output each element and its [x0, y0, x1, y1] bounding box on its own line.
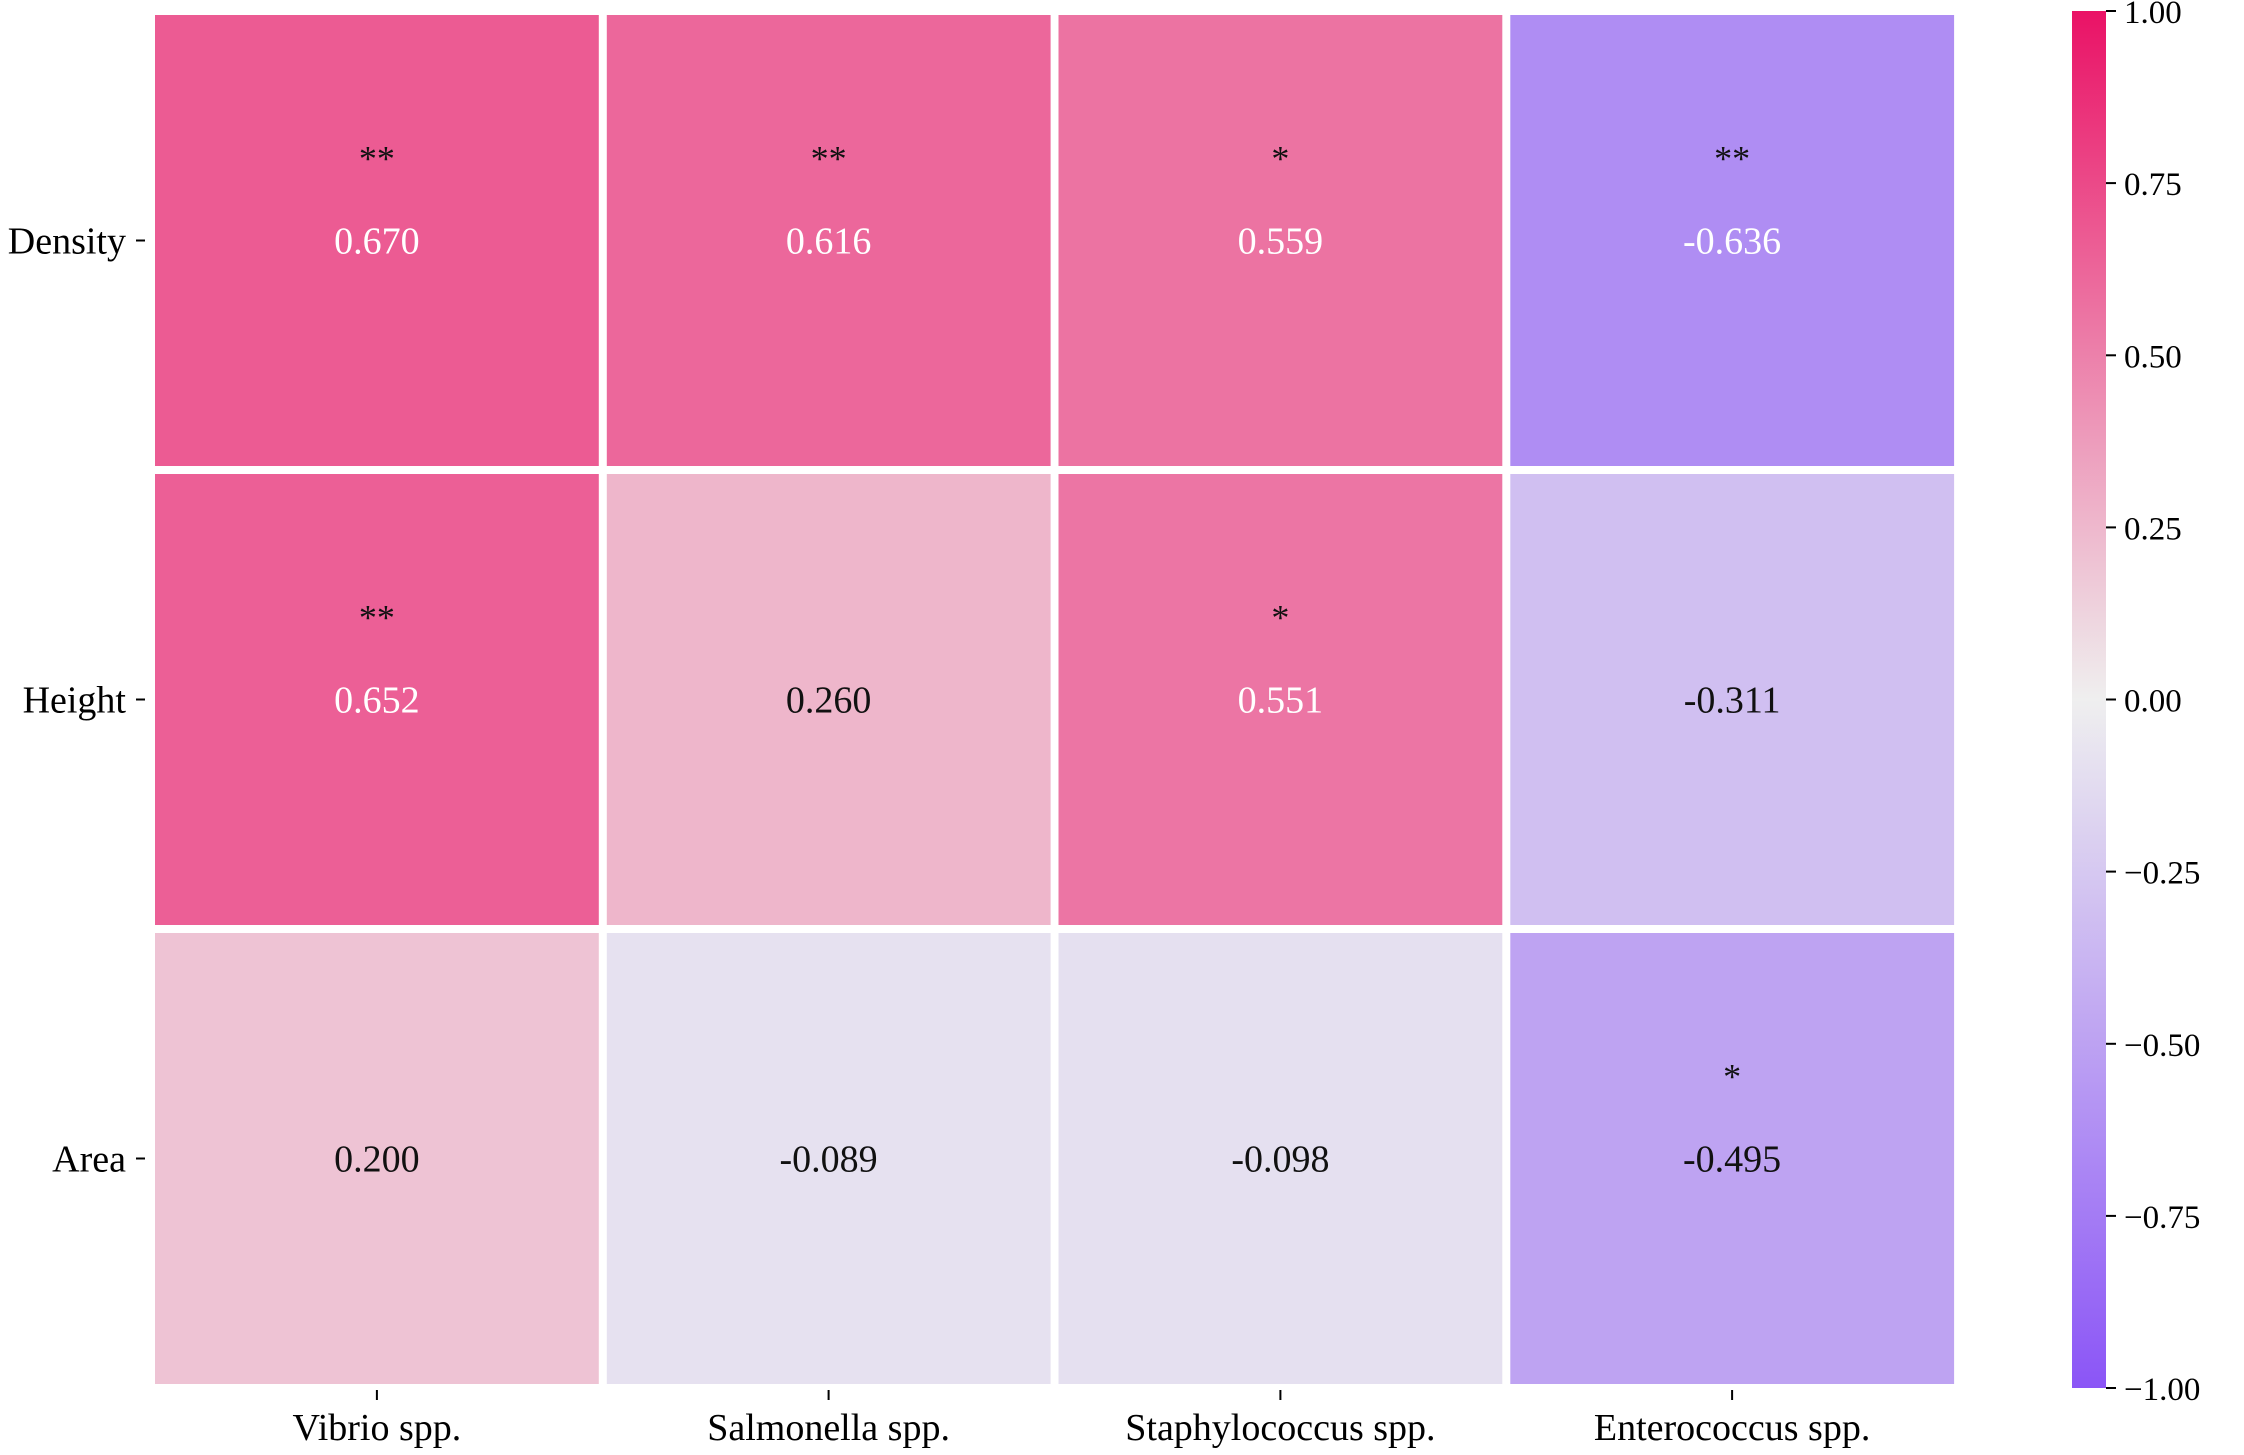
significance-marker: *: [1271, 139, 1289, 179]
cell-value-label: 0.652: [334, 680, 420, 722]
heatmap-cell: [155, 933, 599, 1384]
heatmap-cell: [155, 474, 599, 925]
row-label: Density: [8, 221, 126, 263]
heatmap-cell-group: 0.652 **: [155, 474, 599, 925]
significance-marker: *: [1723, 1057, 1741, 1097]
heatmap-cell-group: 0.260: [606, 474, 1051, 925]
heatmap-cell: [155, 15, 599, 466]
colorbar-gradient: [2072, 11, 2106, 1388]
column-label: Vibrio spp.: [293, 1407, 462, 1449]
row-label: Height: [23, 680, 127, 722]
column-label: Salmonella spp.: [707, 1407, 950, 1449]
heatmap-cell: [606, 933, 1051, 1384]
cell-value-label: -0.636: [1683, 221, 1781, 263]
heatmap-cell: [1510, 474, 1955, 925]
significance-marker: **: [359, 139, 395, 179]
heatmap-cell: [1058, 474, 1503, 925]
heatmap-cell: [606, 474, 1051, 925]
heatmap-cell-group: 0.559 *: [1058, 15, 1503, 466]
cell-value-label: 0.260: [786, 680, 872, 722]
colorbar: 1.00 0.75 0.50 0.25 0.00 −0.25 −0.50 −0.75 −1.00: [2072, 0, 2200, 1408]
cell-value-label: -0.495: [1683, 1139, 1781, 1181]
cell-value-label: 0.200: [334, 1139, 420, 1181]
colorbar-tick-label: 1.00: [2124, 0, 2182, 31]
heatmap-cell: [1510, 15, 1955, 466]
colorbar-tick-label: −0.25: [2124, 856, 2200, 892]
heatmap-cells: 0.670**0.616**0.559*-0.636**0.652**0.260…: [155, 15, 1955, 1384]
significance-marker: **: [359, 598, 395, 638]
heatmap-cell-group: -0.495 *: [1510, 933, 1955, 1384]
colorbar-tick-label: 0.75: [2124, 167, 2182, 203]
column-labels: Vibrio spp. Salmonella spp. Staphylococcus…: [293, 1390, 1870, 1449]
significance-marker: *: [1271, 598, 1289, 638]
significance-marker: **: [811, 139, 847, 179]
colorbar-tick-label: −0.50: [2124, 1028, 2200, 1064]
heatmap-cell-group: -0.636 **: [1510, 15, 1955, 466]
heatmap-cell: [1058, 933, 1503, 1384]
cell-value-label: -0.311: [1684, 680, 1781, 722]
cell-value-label: -0.098: [1231, 1139, 1329, 1181]
colorbar-tick-label: 0.50: [2124, 339, 2182, 375]
heatmap-cell-group: 0.616 **: [606, 15, 1051, 466]
column-label: Enterococcus spp.: [1594, 1407, 1870, 1449]
column-label: Staphylococcus spp.: [1125, 1407, 1435, 1449]
heatmap-cell-group: 0.200: [155, 933, 599, 1384]
cell-value-label: -0.089: [780, 1139, 878, 1181]
row-label: Area: [52, 1139, 126, 1181]
colorbar-tick-label: 0.25: [2124, 511, 2182, 547]
significance-marker: **: [1714, 139, 1750, 179]
heatmap-cell-group: -0.089: [606, 933, 1051, 1384]
heatmap-cell: [1058, 15, 1503, 466]
heatmap-cell-group: -0.098: [1058, 933, 1503, 1384]
colorbar-tick-label: −1.00: [2124, 1372, 2200, 1408]
colorbar-tick-label: −0.75: [2124, 1200, 2200, 1236]
heatmap-cell-group: 0.551 *: [1058, 474, 1503, 925]
cell-value-label: 0.551: [1238, 680, 1324, 722]
cell-value-label: 0.670: [334, 221, 420, 263]
heatmap-cell: [606, 15, 1051, 466]
row-labels: Density Height Area: [8, 221, 145, 1181]
heatmap-cell-group: 0.670 **: [155, 15, 599, 466]
cell-value-label: 0.616: [786, 221, 872, 263]
colorbar-tick-label: 0.00: [2124, 684, 2182, 720]
heatmap-cell-group: -0.311: [1510, 474, 1955, 925]
heatmap-cell: [1510, 933, 1955, 1384]
cell-value-label: 0.559: [1238, 221, 1324, 263]
